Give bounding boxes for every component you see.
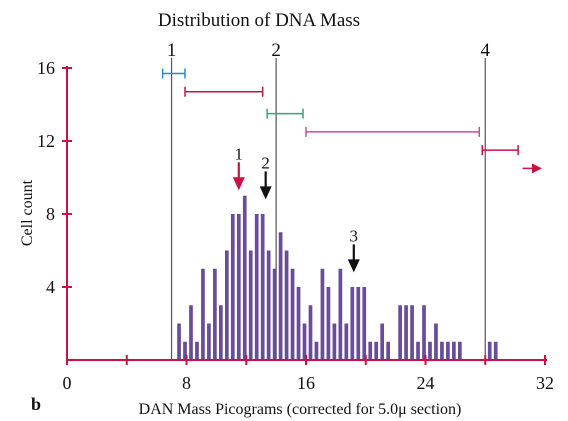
reference-line-label-1: 1 (167, 40, 177, 61)
peak-arrow-label-1: 1 (235, 144, 244, 163)
histogram-bar (452, 341, 456, 360)
histogram-bar (416, 341, 420, 360)
histogram-bar (278, 232, 283, 360)
histogram-bar (326, 287, 331, 360)
y-axis-label: Cell count (19, 179, 36, 246)
histogram-bar (195, 341, 199, 360)
y-tick-label: 4 (46, 277, 55, 297)
histogram-bar (183, 341, 187, 360)
peak-arrowhead-3 (347, 259, 360, 273)
histogram-bar (266, 250, 271, 360)
histogram-bar (314, 341, 319, 360)
histogram-bar (422, 305, 426, 360)
histogram-bar (458, 341, 462, 360)
x-axis-label: DAN Mass Picograms (corrected for 5.0μ s… (139, 401, 462, 418)
histogram-bar (177, 323, 181, 360)
histogram-bar (344, 323, 349, 360)
histogram-bar (493, 341, 498, 360)
x-tick-label: 8 (182, 373, 191, 393)
y-tick-label: 12 (37, 131, 55, 151)
histogram-bar (254, 214, 259, 360)
y-tick-label: 8 (46, 204, 55, 224)
histogram-bar (440, 341, 444, 360)
histogram-bar (189, 305, 193, 360)
histogram-bar (272, 268, 277, 360)
histogram-bar (374, 341, 379, 360)
histogram-bar (350, 287, 355, 360)
histogram-bar (398, 305, 402, 360)
histogram-bar (446, 341, 450, 360)
histogram-bar (290, 268, 295, 360)
peak-arrow-label-2: 2 (261, 153, 270, 172)
peak-arrowhead-2 (259, 186, 272, 200)
reference-line-label-2: 2 (271, 40, 281, 61)
histogram-bar (242, 195, 247, 360)
histogram-bar (224, 250, 229, 360)
histogram-bar (380, 323, 385, 360)
histogram-bar (248, 250, 253, 360)
histogram-bar (201, 268, 205, 360)
histogram-bar (213, 268, 217, 360)
x-tick-label: 24 (417, 373, 435, 393)
histogram-bar (230, 214, 235, 360)
histogram-bar (308, 305, 313, 360)
histogram-bar (428, 341, 432, 360)
histogram-bar (356, 287, 361, 360)
histogram-bar (207, 323, 211, 360)
histogram-bar (284, 250, 289, 360)
peak-arrowhead-1 (232, 177, 245, 191)
histogram-bar (368, 341, 373, 360)
histogram-bar (320, 268, 325, 360)
reference-line-label-4: 4 (481, 40, 491, 61)
histogram-bar (404, 305, 408, 360)
histogram-bar (219, 305, 223, 360)
histogram-bar (487, 341, 492, 360)
histogram-bar (260, 214, 265, 360)
histogram-bar (338, 268, 343, 360)
peak-arrow-label-3: 3 (350, 226, 359, 245)
histogram-bar (296, 287, 301, 360)
range-extension-arrowhead (532, 163, 543, 174)
histogram-bar (386, 341, 391, 360)
histogram-bar (434, 323, 438, 360)
histogram-bar (332, 323, 337, 360)
x-tick-label: 16 (297, 373, 315, 393)
x-tick-label: 0 (63, 373, 72, 393)
chart-title: Distribution of DNA Mass (158, 10, 360, 31)
histogram-bar (362, 287, 367, 360)
x-tick-label: 32 (536, 373, 554, 393)
histogram-bar (302, 323, 307, 360)
histogram-bar (236, 214, 241, 360)
panel-label: b (31, 394, 41, 414)
y-tick-label: 16 (37, 58, 55, 78)
histogram-bar (410, 305, 414, 360)
